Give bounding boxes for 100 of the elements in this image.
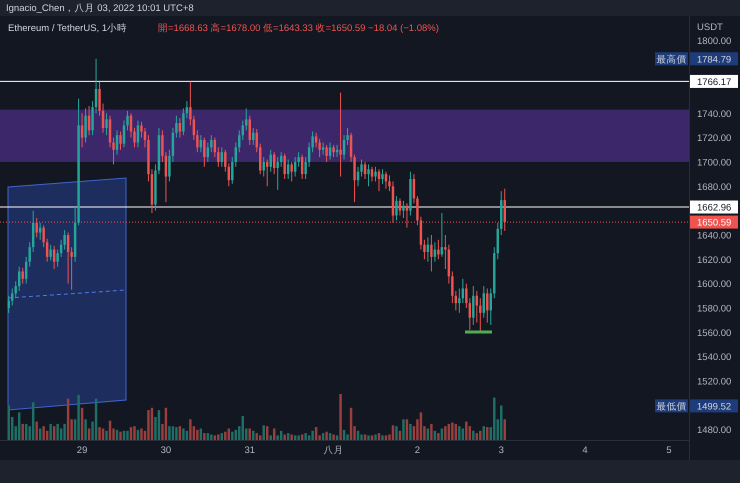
bar [234,430,237,440]
candlestick [360,159,363,178]
bar [486,427,488,440]
bar [402,419,405,440]
x-tick-label: 31 [244,445,256,456]
candlestick [297,152,300,168]
bar [189,419,192,440]
candlestick [248,115,251,146]
candlestick [437,239,440,260]
bar [444,426,447,440]
bar [21,424,24,440]
bar [88,428,90,440]
bar [283,434,286,440]
x-tick-label: 30 [160,445,172,456]
bar [256,433,258,440]
bar [290,434,293,440]
bar [203,433,206,440]
bar [493,398,496,440]
candlestick [105,112,108,136]
bar [56,424,59,440]
candlestick [206,142,210,162]
text: 1499.52 [696,401,732,412]
candlestick [21,267,24,284]
bar [248,428,251,440]
y-tick-label: 1800.00 [697,36,732,47]
bar [300,434,304,440]
candlestick [182,108,185,136]
x-tick-label: 5 [666,445,672,456]
bar [147,410,150,440]
y-axis-title: USDT [697,22,724,33]
candlestick [476,290,478,324]
bar [297,435,300,440]
bar [217,434,220,440]
candlestick [84,108,87,143]
y-tick-label: 1680.00 [697,182,732,193]
bar [186,430,188,440]
candlestick [178,118,182,138]
candlestick [290,161,293,182]
bar [395,426,398,440]
candlestick [339,92,342,178]
candlestick [440,212,444,258]
y-tick-label: 1480.00 [697,425,732,436]
y-tick-label: 1600.00 [697,279,732,290]
candlestick [325,144,328,162]
bar [262,425,265,440]
candlestick [214,137,216,158]
bar [409,424,412,440]
candlestick [482,286,486,318]
candlestick [18,266,20,292]
bar [77,394,80,440]
bar [172,426,174,440]
bar [339,394,342,440]
candlestick [49,244,52,262]
ref-line-label: 1650.59 [697,218,732,229]
bar [259,435,262,440]
bar [322,433,324,440]
bar [38,428,42,440]
text: Ignacio_Chen，八月 03, 2022 10:01 UTC+8 [6,3,194,14]
bar [94,398,98,440]
bar [472,430,475,440]
bar [210,434,213,440]
bar [426,428,430,440]
bar [105,430,108,440]
candlestick [426,236,430,262]
bar [140,428,143,440]
x-tick-label: 4 [582,445,588,456]
bar [346,434,349,440]
bar [398,430,402,440]
bar [266,426,268,440]
annotation: 最低價 [656,401,686,412]
bar [434,430,436,440]
bar [482,426,486,440]
candlestick [203,137,206,168]
bar [308,435,310,440]
candlestick [88,105,90,136]
bar [35,422,38,440]
candlestick [80,112,84,148]
x-tick-label: 八月 [324,445,344,456]
candlestick [328,142,332,160]
bar [479,430,482,440]
bar [451,422,454,440]
bar [84,419,87,440]
bar [102,428,104,440]
candlestick [252,127,254,146]
candlestick [283,152,286,180]
candlestick [472,286,475,326]
candlestick [35,217,38,238]
y-tick-label: 1700.00 [697,157,732,168]
bar [200,428,202,440]
y-tick-label: 1540.00 [697,352,732,364]
candlestick [395,196,398,221]
bar [465,422,468,440]
bar [269,435,272,440]
y-tick-label: 1560.00 [697,328,732,339]
y-tick-label: 1520.00 [697,376,732,388]
x-tick-label: 29 [76,445,88,456]
bar [49,424,52,440]
candlestick [269,149,272,172]
bar [448,424,450,440]
candlestick [332,144,335,158]
